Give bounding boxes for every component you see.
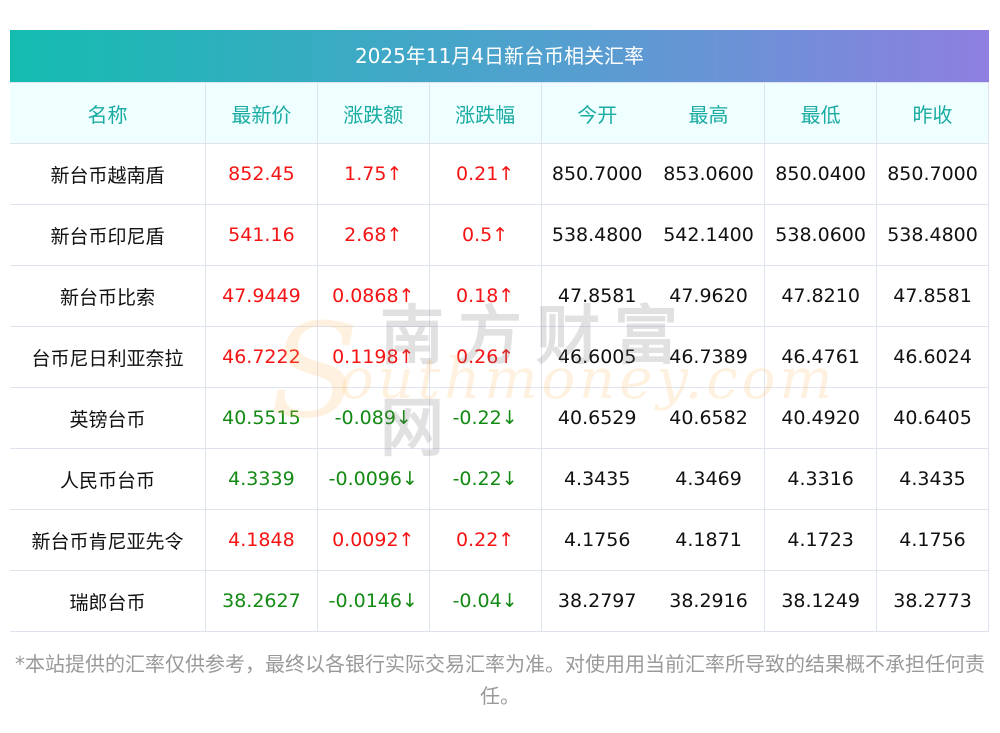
change-amount: 0.0092↑ bbox=[316, 509, 430, 571]
open-price: 850.7000 bbox=[540, 143, 653, 205]
change-percent: 0.26↑ bbox=[428, 326, 542, 388]
latest-price: 40.5515 bbox=[205, 387, 318, 449]
change-amount: -0.089↓ bbox=[316, 387, 430, 449]
change-amount: 0.1198↑ bbox=[316, 326, 430, 388]
header-prev: 昨收 bbox=[876, 82, 989, 144]
header-change: 涨跌额 bbox=[316, 82, 430, 144]
exchange-rate-table: 名称 最新价 涨跌额 涨跌幅 今开 最高 最低 昨收 新台币越南盾 852.45 1… bbox=[10, 82, 989, 632]
prev-close: 4.1756 bbox=[876, 509, 989, 571]
open-price: 4.1756 bbox=[540, 509, 653, 571]
table-header-row: 名称 最新价 涨跌额 涨跌幅 今开 最高 最低 昨收 bbox=[10, 82, 989, 144]
prev-close: 47.8581 bbox=[876, 265, 989, 327]
currency-pair-name: 新台币越南盾 bbox=[10, 143, 206, 205]
table-row: 新台币印尼盾 541.16 2.68↑ 0.5↑ 538.4800 542.1400 538… bbox=[10, 204, 989, 266]
table-row: 英镑台币 40.5515 -0.089↓ -0.22↓ 40.6529 40.6582 40… bbox=[10, 387, 989, 449]
low-price: 538.0600 bbox=[764, 204, 878, 266]
prev-close: 4.3435 bbox=[876, 448, 989, 510]
open-price: 538.4800 bbox=[540, 204, 653, 266]
currency-pair-name: 人民币台币 bbox=[10, 448, 206, 510]
table-row: 瑞郎台币 38.2627 -0.0146↓ -0.04↓ 38.2797 38.2916 3… bbox=[10, 570, 989, 632]
table-row: 新台币越南盾 852.45 1.75↑ 0.21↑ 850.7000 853.0600 85… bbox=[10, 143, 989, 205]
latest-price: 4.1848 bbox=[205, 509, 318, 571]
disclaimer-note: *本站提供的汇率仅供参考，最终以各银行实际交易汇率为准。对使用用当前汇率所导致的… bbox=[15, 652, 985, 708]
high-price: 4.3469 bbox=[652, 448, 766, 510]
table-row: 台币尼日利亚奈拉 46.7222 0.1198↑ 0.26↑ 46.6005 46.738… bbox=[10, 326, 989, 388]
high-price: 542.1400 bbox=[652, 204, 766, 266]
latest-price: 38.2627 bbox=[205, 570, 318, 632]
high-price: 853.0600 bbox=[652, 143, 766, 205]
table-row: 新台币肯尼亚先令 4.1848 0.0092↑ 0.22↑ 4.1756 4.1871 4.… bbox=[10, 509, 989, 571]
open-price: 40.6529 bbox=[540, 387, 653, 449]
low-price: 4.3316 bbox=[764, 448, 878, 510]
prev-close: 538.4800 bbox=[876, 204, 989, 266]
header-latest: 最新价 bbox=[205, 82, 318, 144]
header-low: 最低 bbox=[764, 82, 878, 144]
change-percent: -0.22↓ bbox=[428, 387, 542, 449]
low-price: 850.0400 bbox=[764, 143, 878, 205]
low-price: 47.8210 bbox=[764, 265, 878, 327]
table-row: 人民币台币 4.3339 -0.0096↓ -0.22↓ 4.3435 4.3469 4.3… bbox=[10, 448, 989, 510]
table-title: 2025年11月4日新台币相关汇率 bbox=[10, 30, 989, 82]
prev-close: 850.7000 bbox=[876, 143, 989, 205]
currency-pair-name: 瑞郎台币 bbox=[10, 570, 206, 632]
change-amount: 2.68↑ bbox=[316, 204, 430, 266]
header-pct: 涨跌幅 bbox=[428, 82, 542, 144]
prev-close: 46.6024 bbox=[876, 326, 989, 388]
high-price: 40.6582 bbox=[652, 387, 766, 449]
change-percent: 0.18↑ bbox=[428, 265, 542, 327]
currency-pair-name: 新台币肯尼亚先令 bbox=[10, 509, 206, 571]
low-price: 38.1249 bbox=[764, 570, 878, 632]
currency-pair-name: 新台币比索 bbox=[10, 265, 206, 327]
open-price: 4.3435 bbox=[540, 448, 653, 510]
change-percent: 0.22↑ bbox=[428, 509, 542, 571]
latest-price: 852.45 bbox=[205, 143, 318, 205]
change-percent: -0.22↓ bbox=[428, 448, 542, 510]
latest-price: 541.16 bbox=[205, 204, 318, 266]
change-amount: 1.75↑ bbox=[316, 143, 430, 205]
currency-pair-name: 新台币印尼盾 bbox=[10, 204, 206, 266]
change-amount: 0.0868↑ bbox=[316, 265, 430, 327]
prev-close: 38.2773 bbox=[876, 570, 989, 632]
header-name: 名称 bbox=[10, 82, 206, 144]
low-price: 40.4920 bbox=[764, 387, 878, 449]
high-price: 4.1871 bbox=[652, 509, 766, 571]
header-high: 最高 bbox=[652, 82, 766, 144]
change-percent: -0.04↓ bbox=[428, 570, 542, 632]
change-percent: 0.21↑ bbox=[428, 143, 542, 205]
header-open: 今开 bbox=[540, 82, 653, 144]
low-price: 4.1723 bbox=[764, 509, 878, 571]
change-percent: 0.5↑ bbox=[428, 204, 542, 266]
high-price: 38.2916 bbox=[652, 570, 766, 632]
prev-close: 40.6405 bbox=[876, 387, 989, 449]
latest-price: 4.3339 bbox=[205, 448, 318, 510]
open-price: 47.8581 bbox=[540, 265, 653, 327]
open-price: 46.6005 bbox=[540, 326, 653, 388]
low-price: 46.4761 bbox=[764, 326, 878, 388]
open-price: 38.2797 bbox=[540, 570, 653, 632]
high-price: 46.7389 bbox=[652, 326, 766, 388]
currency-pair-name: 台币尼日利亚奈拉 bbox=[10, 326, 206, 388]
table-row: 新台币比索 47.9449 0.0868↑ 0.18↑ 47.8581 47.9620 47… bbox=[10, 265, 989, 327]
currency-pair-name: 英镑台币 bbox=[10, 387, 206, 449]
high-price: 47.9620 bbox=[652, 265, 766, 327]
latest-price: 46.7222 bbox=[205, 326, 318, 388]
change-amount: -0.0096↓ bbox=[316, 448, 430, 510]
latest-price: 47.9449 bbox=[205, 265, 318, 327]
change-amount: -0.0146↓ bbox=[316, 570, 430, 632]
